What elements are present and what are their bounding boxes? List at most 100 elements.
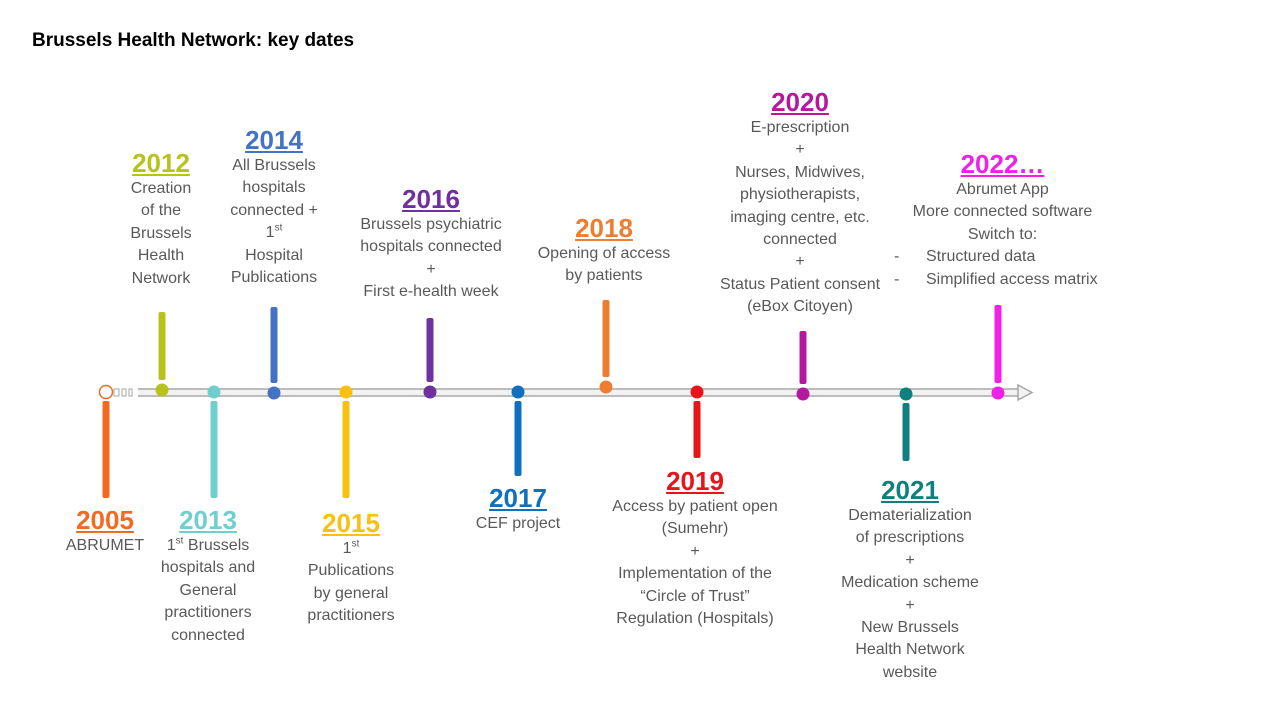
event-line: Publications xyxy=(230,269,318,287)
year-2020: 2020 xyxy=(771,87,829,117)
event-line: Brussels xyxy=(130,224,192,242)
dot-2016 xyxy=(423,385,437,399)
dot-2014 xyxy=(267,386,281,400)
dot-2020 xyxy=(796,387,810,401)
dot-2021 xyxy=(899,387,913,401)
dot-2005 xyxy=(98,384,114,400)
event-line: website xyxy=(882,663,938,681)
year-2013: 2013 xyxy=(179,505,237,535)
event-line: Implementation of the xyxy=(618,565,772,583)
event-line: practitioners xyxy=(307,607,395,625)
event-line: “Circle of Trust” xyxy=(640,587,750,605)
event-line: Dematerialization xyxy=(848,507,972,524)
event-line: Publications xyxy=(307,562,395,580)
event-2016: 2016 Brussels psychiatric hospitals conn… xyxy=(341,184,521,304)
event-line: Health Network xyxy=(855,641,965,659)
event-line: of prescriptions xyxy=(855,529,965,547)
year-2015: 2015 xyxy=(322,508,380,538)
event-2017: 2017 CEF project xyxy=(458,483,578,535)
year-2021: 2021 xyxy=(881,475,939,505)
event-2018: 2018 Opening of access by patients xyxy=(524,213,684,288)
year-2019: 2019 xyxy=(666,466,724,496)
event-line: + xyxy=(426,260,436,278)
event-line: + xyxy=(905,596,915,614)
event-line: Nurses, Midwives, xyxy=(735,163,865,181)
event-2022: 2022… Abrumet App More connected softwar… xyxy=(880,149,1125,291)
event-line: First e-health week xyxy=(363,283,499,301)
event-line: Brussels psychiatric xyxy=(360,216,502,233)
event-line: imaging centre, etc. xyxy=(730,208,870,226)
event-line: More connected software xyxy=(912,203,1093,221)
event-line: + xyxy=(795,141,805,159)
dot-2022 xyxy=(991,386,1005,400)
event-line: + xyxy=(905,551,915,569)
year-2017: 2017 xyxy=(489,483,547,513)
event-line: physiotherapists, xyxy=(739,186,861,204)
dot-2015 xyxy=(339,385,353,399)
event-line: Opening of access xyxy=(537,245,671,262)
stem-2019 xyxy=(693,401,701,458)
event-2014: 2014 All Brussels hospitals connected + … xyxy=(214,125,334,289)
year-2014: 2014 xyxy=(245,125,303,155)
event-line: Health xyxy=(137,247,185,265)
event-line: Switch to: xyxy=(967,225,1038,243)
event-line: CEF project xyxy=(475,515,561,532)
event-line: Status Patient consent xyxy=(719,275,881,293)
event-line: (Sumehr) xyxy=(661,520,729,538)
year-2005: 2005 xyxy=(76,505,134,535)
year-2012: 2012 xyxy=(132,148,190,178)
event-2015: 2015 1st Publications by general practit… xyxy=(291,508,411,628)
stem-2016 xyxy=(426,318,434,382)
event-line-ordinal: 1st Brussels xyxy=(166,535,250,554)
event-2021: 2021 Dematerialization of prescriptions … xyxy=(810,475,1010,684)
stem-2020 xyxy=(799,331,807,384)
event-2020: 2020 E-prescription + Nurses, Midwives, … xyxy=(700,87,900,319)
event-line: Network xyxy=(131,269,191,287)
event-line: Hospital xyxy=(245,246,303,264)
event-line: Regulation (Hospitals) xyxy=(616,610,774,628)
event-line: hospitals and xyxy=(160,559,256,577)
event-line: Access by patient open xyxy=(612,498,778,515)
event-bullet-line: - Simplified access matrix xyxy=(894,270,1098,288)
event-line: connected + xyxy=(230,201,318,219)
event-2012: 2012 Creation of the Brussels Health Net… xyxy=(111,148,211,290)
event-line: General xyxy=(179,581,237,599)
event-line: + xyxy=(795,253,805,271)
page-title: Brussels Health Network: key dates xyxy=(32,30,355,51)
event-line: connected xyxy=(171,626,245,644)
event-line: connected xyxy=(763,231,837,249)
stem-2005 xyxy=(102,401,110,498)
event-line: All Brussels xyxy=(232,157,316,174)
dot-2019 xyxy=(690,385,704,399)
event-line-ordinal: 1st xyxy=(342,538,360,557)
event-line: by patients xyxy=(565,267,643,285)
event-line: by general xyxy=(313,584,389,602)
event-line: ABRUMET xyxy=(65,537,145,554)
dot-2012 xyxy=(155,383,169,397)
event-line: New Brussels xyxy=(861,619,959,637)
stem-2018 xyxy=(602,300,610,377)
timeline-axis xyxy=(113,383,1034,402)
stem-2014 xyxy=(270,307,278,383)
year-2016: 2016 xyxy=(402,184,460,214)
event-line: of the xyxy=(140,202,182,220)
stem-2017 xyxy=(514,401,522,476)
event-line: Medication scheme xyxy=(841,574,979,592)
event-2013: 2013 1st Brussels hospitals and General … xyxy=(148,505,268,647)
event-line: Abrumet App xyxy=(956,181,1049,198)
event-2005: 2005 ABRUMET xyxy=(55,505,155,557)
event-line-ordinal: 1st xyxy=(265,222,283,242)
year-2022: 2022… xyxy=(960,149,1045,179)
event-line: E-prescription xyxy=(750,119,850,136)
event-line: + xyxy=(690,542,700,560)
event-line: (eBox Citoyen) xyxy=(747,298,853,316)
stem-2022 xyxy=(994,305,1002,383)
event-2019: 2019 Access by patient open (Sumehr) + I… xyxy=(595,466,795,630)
dot-2013 xyxy=(207,385,221,399)
event-line: hospitals connected xyxy=(360,238,502,256)
event-line: Creation xyxy=(130,180,192,197)
stem-2021 xyxy=(902,403,910,461)
dot-2017 xyxy=(511,385,525,399)
stem-2015 xyxy=(342,401,350,498)
